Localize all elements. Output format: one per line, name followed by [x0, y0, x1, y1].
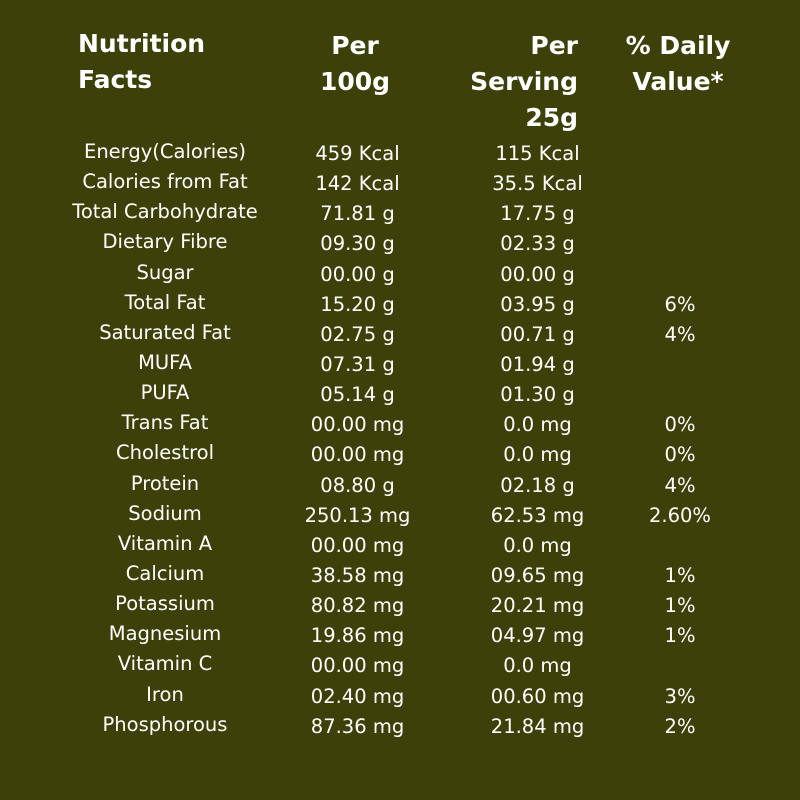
- per-100g-value: 459 Kcal: [315, 142, 400, 165]
- table-row: Dietary Fibre 09.30 g 02.33 g: [0, 227, 800, 257]
- table-row: Vitamin C 00.00 mg 0.0 mg: [0, 649, 800, 679]
- per-100g-value: 07.31 g: [320, 352, 395, 376]
- daily-value: 4%: [664, 473, 696, 497]
- table-row: Total Fat 15.20 g 03.95 g 6%: [0, 288, 800, 318]
- per-100g-value: 00.00 g: [320, 262, 395, 286]
- table-row: Sugar 00.00 g 00.00 g: [0, 258, 800, 288]
- per-100g-value: 87.36 mg: [310, 714, 405, 738]
- nutrient-name: Vitamin C: [117, 652, 213, 676]
- nutrient-name: Potassium: [115, 592, 215, 616]
- table-row: PUFA 05.14 g 01.30 g: [0, 378, 800, 408]
- table-row: Phosphorous 87.36 mg 21.84 mg 2%: [0, 710, 800, 740]
- per-100g-value: 05.14 g: [320, 383, 395, 407]
- table-row: Energy(Calories) 459 Kcal 115 Kcal: [0, 137, 800, 167]
- nutrient-name: Sugar: [136, 260, 194, 284]
- daily-value: 4%: [664, 322, 696, 346]
- daily-value: 2.60%: [649, 503, 711, 527]
- per-serving-value: 20.21 mg: [490, 594, 585, 618]
- per-100g-value: 00.00 mg: [310, 654, 405, 678]
- per-serving-value: 0.0 mg: [503, 533, 572, 557]
- per-100g-value: 38.58 mg: [310, 563, 405, 587]
- nutrient-name: Dietary Fibre: [102, 230, 228, 254]
- daily-value: 2%: [664, 714, 696, 738]
- nutrient-name: Calories from Fat: [82, 170, 248, 194]
- per-100g-value: 09.30 g: [320, 232, 395, 256]
- table-row: Saturated Fat 02.75 g 00.71 g 4%: [0, 318, 800, 348]
- daily-value: 0%: [664, 413, 696, 437]
- nutrient-name: Total Fat: [124, 290, 206, 314]
- daily-value: 1%: [664, 624, 696, 648]
- table-row: Total Carbohydrate 71.81 g 17.75 g: [0, 197, 800, 227]
- per-100g-value: 00.00 mg: [310, 533, 405, 557]
- nutrient-name: Cholestrol: [115, 441, 215, 465]
- header-nutrition-facts: Nutrition Facts: [78, 29, 206, 94]
- table-row: Iron 02.40 mg 00.60 mg 3%: [0, 680, 800, 710]
- header-daily-value: % Daily Value*: [625, 31, 731, 96]
- nutrition-table: Energy(Calories) 459 Kcal 115 Kcal Calories…: [0, 137, 800, 740]
- table-row: Protein 08.80 g 02.18 g 4%: [0, 469, 800, 499]
- per-100g-value: 08.80 g: [320, 473, 395, 497]
- table-row: Trans Fat 00.00 mg 0.0 mg 0%: [0, 408, 800, 438]
- per-serving-value: 00.71 g: [500, 322, 575, 346]
- per-serving-value: 01.94 g: [500, 352, 575, 376]
- header-per-100g: Per 100g: [319, 31, 391, 96]
- table-row: Vitamin A 00.00 mg 0.0 mg: [0, 529, 800, 559]
- nutrient-name: Iron: [146, 682, 184, 706]
- per-serving-value: 01.30 g: [500, 383, 575, 407]
- daily-value: 6%: [664, 292, 696, 316]
- per-100g-value: 02.40 mg: [310, 684, 405, 708]
- per-100g-value: 15.20 g: [320, 292, 395, 316]
- nutrient-name: Energy(Calories): [84, 140, 246, 163]
- nutrient-name: Sodium: [128, 501, 202, 525]
- table-row: Sodium 250.13 mg 62.53 mg 2.60%: [0, 499, 800, 529]
- per-serving-value: 0.0 mg: [503, 654, 572, 678]
- per-serving-value: 17.75 g: [500, 202, 575, 226]
- per-serving-value: 62.53 mg: [490, 503, 585, 527]
- per-serving-value: 02.33 g: [500, 232, 575, 256]
- nutrient-name: Protein: [130, 471, 200, 495]
- table-row: Cholestrol 00.00 mg 0.0 mg 0%: [0, 438, 800, 468]
- nutrient-name: Trans Fat: [121, 411, 209, 435]
- per-serving-value: 09.65 mg: [490, 563, 585, 587]
- per-serving-value: 00.60 mg: [490, 684, 585, 708]
- per-serving-value: 0.0 mg: [503, 413, 572, 437]
- header-per-serving: Per Serving 25g: [470, 31, 578, 132]
- per-100g-value: 71.81 g: [320, 202, 395, 226]
- per-100g-value: 142 Kcal: [315, 172, 400, 196]
- per-serving-value: 02.18 g: [500, 473, 575, 497]
- per-serving-value: 04.97 mg: [490, 624, 585, 648]
- per-serving-value: 21.84 mg: [490, 714, 585, 738]
- per-100g-value: 250.13 mg: [304, 503, 411, 527]
- per-100g-value: 19.86 mg: [310, 624, 405, 648]
- per-100g-value: 00.00 mg: [310, 443, 405, 467]
- per-100g-value: 02.75 g: [320, 322, 395, 346]
- per-100g-value: 80.82 mg: [310, 594, 405, 618]
- per-100g-value: 00.00 mg: [310, 413, 405, 437]
- per-serving-value: 35.5 Kcal: [492, 172, 583, 196]
- table-row: Calcium 38.58 mg 09.65 mg 1%: [0, 559, 800, 589]
- daily-value: 0%: [664, 443, 696, 467]
- nutrient-name: Total Carbohydrate: [72, 200, 258, 224]
- table-row: Magnesium 19.86 mg 04.97 mg 1%: [0, 619, 800, 649]
- daily-value: 1%: [664, 594, 696, 618]
- per-serving-value: 03.95 g: [500, 292, 575, 316]
- per-serving-value: 0.0 mg: [503, 443, 572, 467]
- nutrient-name: Vitamin A: [117, 531, 213, 555]
- nutrient-name: Phosphorous: [102, 712, 228, 736]
- nutrient-name: Calcium: [125, 561, 205, 585]
- daily-value: 1%: [664, 563, 696, 587]
- table-row: Potassium 80.82 mg 20.21 mg 1%: [0, 589, 800, 619]
- table-row: MUFA 07.31 g 01.94 g: [0, 348, 800, 378]
- table-row: Calories from Fat 142 Kcal 35.5 Kcal: [0, 167, 800, 197]
- nutrient-name: MUFA: [138, 350, 192, 374]
- nutrient-name: Magnesium: [108, 622, 222, 646]
- per-serving-value: 00.00 g: [500, 262, 575, 286]
- nutrient-name: Saturated Fat: [99, 320, 231, 344]
- nutrient-name: PUFA: [140, 381, 190, 405]
- daily-value: 3%: [664, 684, 696, 708]
- per-serving-value: 115 Kcal: [495, 142, 580, 165]
